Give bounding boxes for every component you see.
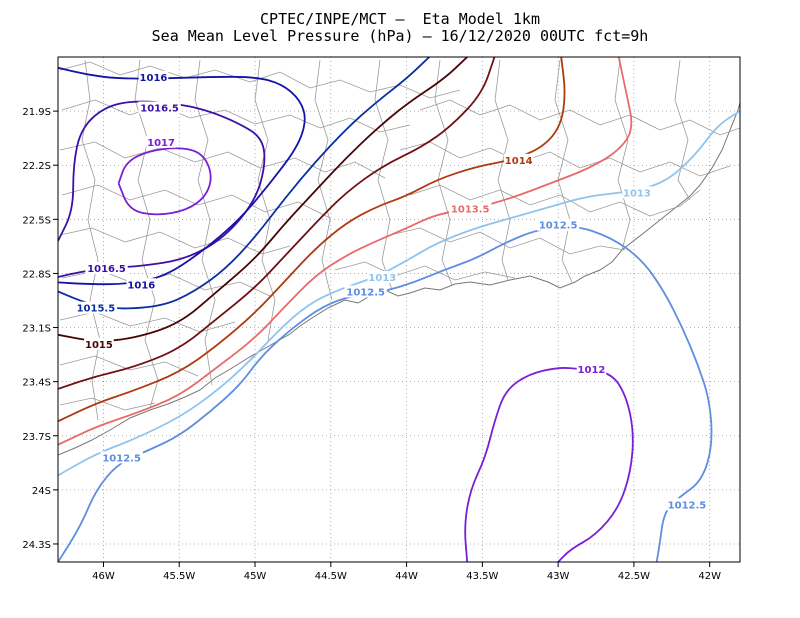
isobar-1014 <box>58 57 566 423</box>
y-tick-label: 23.4S <box>22 378 51 389</box>
isobar-label-bg <box>74 301 118 314</box>
y-tick-label: 22.8S <box>22 269 51 280</box>
isobar-label-1013: 1013 <box>368 273 396 284</box>
isobar-label-bg <box>138 70 169 83</box>
y-tick-label: 23.7S <box>22 432 51 443</box>
x-tick-label: 44.5W <box>315 571 347 582</box>
isobar-label-1017: 1017 <box>147 138 175 149</box>
isobar-1015 <box>58 57 468 342</box>
isobar-label-1016: 1016 <box>140 73 168 84</box>
y-tick-label: 22.5S <box>22 215 51 226</box>
isobar-label-1015.5: 1015.5 <box>77 304 116 315</box>
x-tick-label: 45.5W <box>163 571 195 582</box>
isobar-label-bg <box>449 202 492 215</box>
isobar-1013.5 <box>58 57 633 446</box>
isobar-label-bg <box>503 153 534 166</box>
isobar-label-1012.5: 1012.5 <box>668 500 707 511</box>
isobar-label-1012.5: 1012.5 <box>102 453 141 464</box>
isobar-1016 <box>58 66 306 286</box>
isobar-label-bg <box>84 337 114 350</box>
x-tick-label: 42.5W <box>618 571 650 582</box>
coastline <box>58 100 740 456</box>
isobar-label-bg <box>138 101 181 114</box>
isobar-label-bg <box>622 186 652 199</box>
isobar-label-bg <box>126 278 157 291</box>
plot-frame <box>57 56 741 563</box>
isobar-label-bg <box>576 363 607 376</box>
isobar-1016.5 <box>58 100 266 278</box>
isobar-label-bg <box>536 218 580 231</box>
isobar-label-1016.5: 1016.5 <box>140 104 179 115</box>
isobar-label-1016.5: 1016.5 <box>87 264 126 275</box>
isobar-label-bg <box>367 271 398 284</box>
y-tick-label: 23.1S <box>22 324 51 335</box>
x-tick-label: 44W <box>395 571 418 582</box>
isobar-label-1012.5: 1012.5 <box>539 221 578 232</box>
title-line-1: CPTEC/INPE/MCT – Eta Model 1km <box>260 10 540 28</box>
isobar-label-bg <box>100 451 143 464</box>
isobar-1012 <box>464 367 634 562</box>
isobar-label-1012.5: 1012.5 <box>346 287 385 298</box>
isobar-label-bg <box>344 285 387 298</box>
x-tick-label: 42W <box>698 571 721 582</box>
isobar-label-1016: 1016 <box>127 280 155 291</box>
isobar-label-1013.5: 1013.5 <box>451 205 490 216</box>
y-tick-label: 21.9S <box>22 107 51 118</box>
isobar-labels: 10171016.51016.5101610161015.51015101410… <box>74 70 709 511</box>
y-tick-label: 24S <box>32 486 51 497</box>
map-background <box>58 57 740 562</box>
y-tick-label: 22.2S <box>22 161 51 172</box>
isobar-1014.5 <box>58 57 496 390</box>
x-tick-label: 45W <box>244 571 267 582</box>
x-tick-label: 43W <box>547 571 570 582</box>
title-line-2: Sea Mean Level Pressure (hPa) – 16/12/20… <box>151 27 649 45</box>
x-tick-label: 46W <box>92 571 115 582</box>
isobar-1017 <box>117 147 212 216</box>
grid-lines <box>58 57 740 562</box>
isobar-label-1012: 1012 <box>578 365 606 376</box>
isobar-1012.5 <box>58 225 713 562</box>
isobar-label-1014: 1014 <box>505 156 533 167</box>
x-tick-label: 43.5W <box>466 571 498 582</box>
isobar-label-bg <box>665 498 709 511</box>
isobar-label-1013: 1013 <box>623 188 651 199</box>
y-axis: 21.9S 22.2S 22.5S 22.8S 23.1S 23.4S 23.7S 24S 24… <box>22 107 58 551</box>
isobar-label-bg <box>85 262 128 275</box>
x-axis: 46W 45.5W 45W 44.5W 44W 43.5W 43W 42.5W 42W <box>92 562 721 582</box>
isobar-label-bg <box>146 135 176 148</box>
isobar-label-1015: 1015 <box>85 340 113 351</box>
y-tick-label: 24.3S <box>22 540 51 551</box>
